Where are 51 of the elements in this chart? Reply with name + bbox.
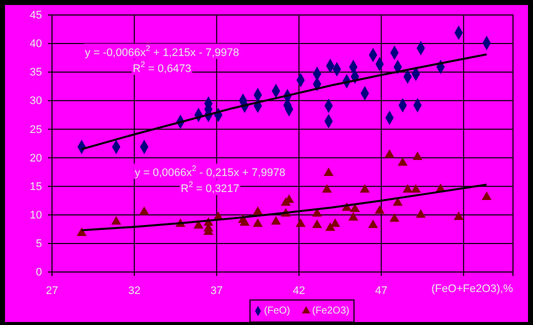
x-tick-label: 32 xyxy=(128,284,140,297)
y-tick-label: 15 xyxy=(30,180,42,193)
annotation: R$^{2}$ = 0,3217 xyxy=(180,180,240,195)
annotation: R$^{2}$ = 0,6473 xyxy=(132,60,192,75)
y-tick-label: 10 xyxy=(30,209,42,222)
y-tick-label: 40 xyxy=(30,38,42,50)
point xyxy=(412,152,422,160)
point xyxy=(280,197,291,206)
y-tick-label: 5 xyxy=(36,238,42,250)
point xyxy=(390,213,400,222)
point xyxy=(416,209,426,218)
point xyxy=(76,227,87,236)
point xyxy=(194,220,204,229)
point xyxy=(252,206,263,215)
point xyxy=(312,208,322,217)
x-tick-label: 47 xyxy=(375,284,388,297)
y-tick-label: 35 xyxy=(30,66,42,79)
point xyxy=(240,217,250,226)
y-tick-label: 25 xyxy=(30,124,42,136)
y-tick-label: 45 xyxy=(30,10,42,22)
point xyxy=(252,218,263,227)
point xyxy=(348,212,358,221)
point xyxy=(330,218,340,227)
point xyxy=(398,157,408,166)
point xyxy=(482,192,492,200)
point xyxy=(454,211,464,220)
y-tick-label: 30 xyxy=(30,95,42,108)
point xyxy=(270,216,281,225)
point xyxy=(384,149,394,158)
point xyxy=(325,222,336,231)
point xyxy=(312,219,322,228)
point xyxy=(360,184,370,193)
x-axis-title: (FeO+Fe2O3),% xyxy=(431,283,514,295)
point xyxy=(111,216,122,225)
x-tick-label: 42 xyxy=(292,284,306,297)
point xyxy=(324,168,334,176)
legend-label: (FeO) xyxy=(264,306,290,317)
y-tick-label: 20 xyxy=(30,152,42,164)
point xyxy=(374,205,385,214)
point xyxy=(322,184,332,193)
annotation: y = 0,0066x$^{2}$ - 0,215x + 7,9978 xyxy=(134,164,286,179)
y-tick-label: 0 xyxy=(36,266,42,279)
annotation: y = -0,0066x$^{2}$ + 1,215x - 7,9978 xyxy=(84,44,240,59)
x-tick-label: 27 xyxy=(46,284,58,297)
point xyxy=(402,184,413,193)
point xyxy=(296,218,306,227)
legend-label: (Fe2O3) xyxy=(312,306,350,317)
point xyxy=(139,206,150,215)
point xyxy=(410,184,421,193)
x-tick-label: 37 xyxy=(210,284,223,297)
point xyxy=(368,219,378,228)
